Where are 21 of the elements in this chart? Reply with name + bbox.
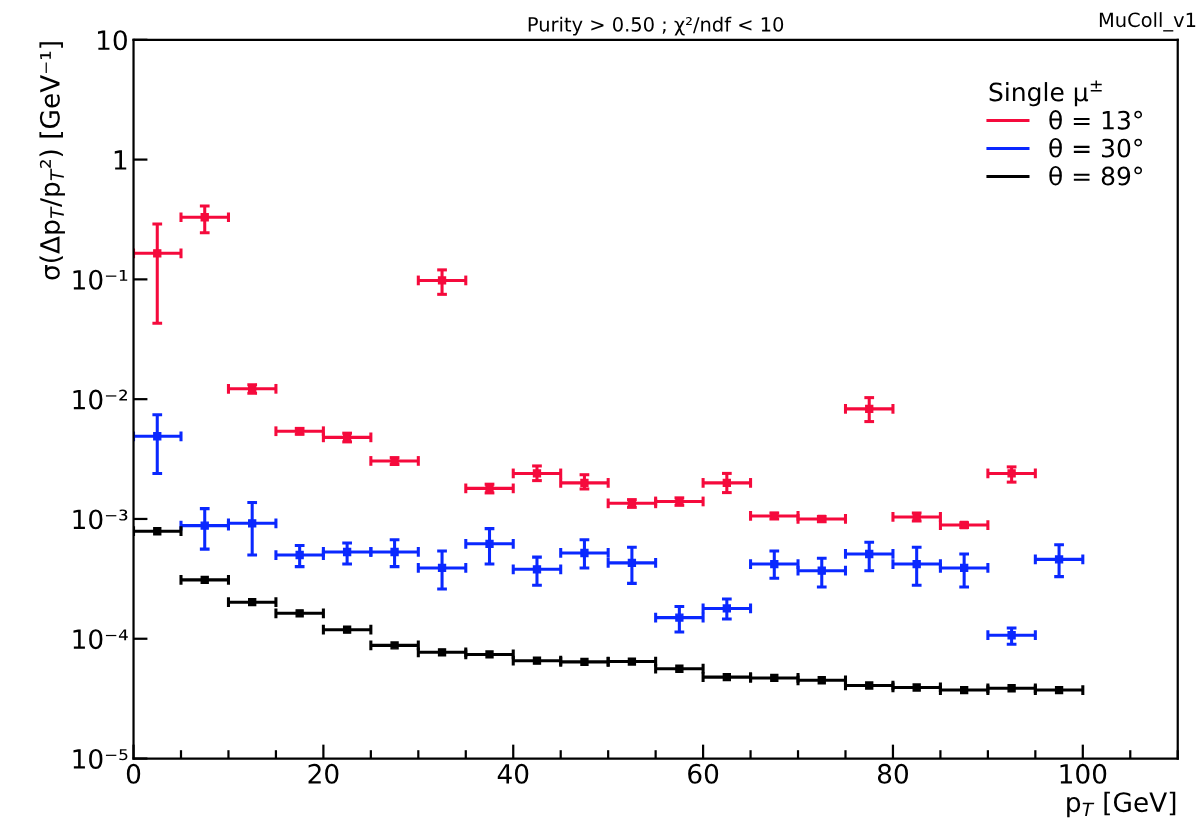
y-tick-label: 1 <box>114 150 127 170</box>
y-tick-label: 10⁻⁴ <box>73 629 128 650</box>
y-tick-label: 10⁻⁵ <box>73 748 128 769</box>
y-tick-label: 10⁻¹ <box>73 269 128 290</box>
x-tick-label: 40 <box>497 763 529 784</box>
x-tick-label: 60 <box>688 763 719 784</box>
text: MuColl_v1 <box>1099 12 1196 32</box>
x-axis-title: p$_{T}$ [GeV] <box>1067 791 1176 818</box>
chart-title: Purity > 0.50 ; χ²/ndf < 10 <box>528 16 784 36</box>
x-tick-label: 100 <box>1060 763 1107 784</box>
y-tick-label: 10⁻² <box>73 389 128 410</box>
legend-title: Single μ$^{±}$ <box>989 80 1102 107</box>
y-tick-label: 10⁻³ <box>73 509 128 530</box>
legend-label: θ = 13° <box>1049 110 1143 130</box>
legend-label: θ = 89° <box>1049 165 1143 186</box>
y-axis-title: σ(Δp$_{T}$/p$_{T}$²) [GeV⁻¹] <box>39 42 65 280</box>
y-tick-label: 10 <box>97 30 127 51</box>
x-tick-label: 80 <box>877 763 908 784</box>
x-tick-label: 20 <box>308 763 339 784</box>
x-tick-label: 0 <box>126 763 141 784</box>
legend-label: θ = 30° <box>1049 138 1143 158</box>
